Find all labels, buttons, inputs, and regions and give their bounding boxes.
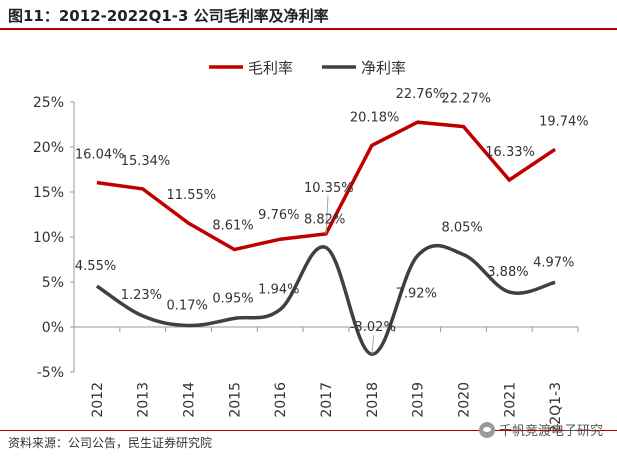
data-label-net-margin: 1.94%: [258, 283, 299, 298]
y-tick-label: 10%: [33, 230, 64, 246]
data-label-gross-margin: 15.34%: [121, 154, 171, 169]
source-note: 资料来源：公司公告，民生证券研究院: [8, 436, 213, 450]
data-label-gross-margin: 16.33%: [485, 145, 535, 160]
title-bar: 图11：2012-2022Q1-3 公司毛利率及净利率: [0, 0, 617, 30]
data-label-net-margin: 3.88%: [487, 265, 528, 280]
legend-label-gross-margin: 毛利率: [248, 59, 293, 77]
data-label-net-margin: 8.05%: [441, 221, 482, 236]
wechat-icon: [478, 421, 495, 438]
data-label-net-margin: 0.95%: [212, 291, 253, 306]
data-label-leader: [325, 195, 329, 234]
y-tick-label: 20%: [33, 140, 64, 156]
data-label-net-margin: 7.92%: [396, 287, 437, 302]
series-line-net-margin: [95, 243, 556, 356]
data-label-net-margin: 1.23%: [121, 288, 162, 303]
data-label-gross-margin: 9.76%: [258, 208, 299, 223]
y-tick-label: 5%: [42, 275, 64, 291]
data-label-gross-margin: 16.04%: [75, 148, 125, 163]
data-label-gross-margin: 22.27%: [441, 92, 491, 107]
x-tick-label: 2015: [227, 382, 243, 418]
chart-title: 图11：2012-2022Q1-3 公司毛利率及净利率: [8, 7, 329, 25]
x-tick-label: 2019: [411, 382, 427, 418]
y-tick-label: 25%: [33, 95, 64, 111]
watermark: 千帆竞渡电子研究: [478, 420, 603, 439]
x-tick-label: 2016: [273, 382, 289, 418]
data-label-leader: [371, 335, 375, 355]
x-tick-label: 2018: [365, 382, 381, 418]
data-label-gross-margin: 22.76%: [396, 87, 446, 102]
x-tick-label: 2014: [182, 382, 198, 418]
x-tick-label: 2013: [136, 382, 152, 418]
x-tick-label: 2021: [502, 382, 518, 418]
x-tick-label: 2012: [90, 382, 106, 418]
data-label-net-margin: 4.97%: [533, 255, 574, 270]
data-label-gross-margin: 19.74%: [539, 114, 589, 129]
chart: -5% 0% 5% 10% 15% 20% 25% 2012 2013 2014 2015 2016 2…: [33, 59, 589, 430]
data-label-gross-margin: 11.55%: [167, 188, 217, 203]
data-label-gross-margin: 10.35%: [304, 181, 354, 196]
data-label-net-margin: 0.17%: [167, 298, 208, 313]
data-label-gross-margin: 8.61%: [212, 219, 253, 234]
x-tick-label: 2022Q1-3: [548, 382, 564, 430]
data-label-net-margin: -3.02%: [350, 320, 396, 335]
data-label-net-margin: 8.82%: [304, 213, 345, 228]
data-label-gross-margin: 20.18%: [350, 110, 400, 125]
y-tick-label: -5%: [37, 365, 64, 381]
x-tick-label: 2017: [319, 382, 335, 418]
y-tick-label: 15%: [33, 185, 64, 201]
data-label-net-margin: 4.55%: [75, 259, 116, 274]
y-tick-label: 0%: [42, 320, 64, 336]
series-line-gross-margin: [96, 120, 557, 252]
footer-divider: [0, 430, 617, 431]
x-tick-label: 2020: [456, 382, 472, 418]
watermark-text: 千帆竞渡电子研究: [498, 424, 603, 439]
legend-label-net-margin: 净利率: [361, 59, 406, 77]
